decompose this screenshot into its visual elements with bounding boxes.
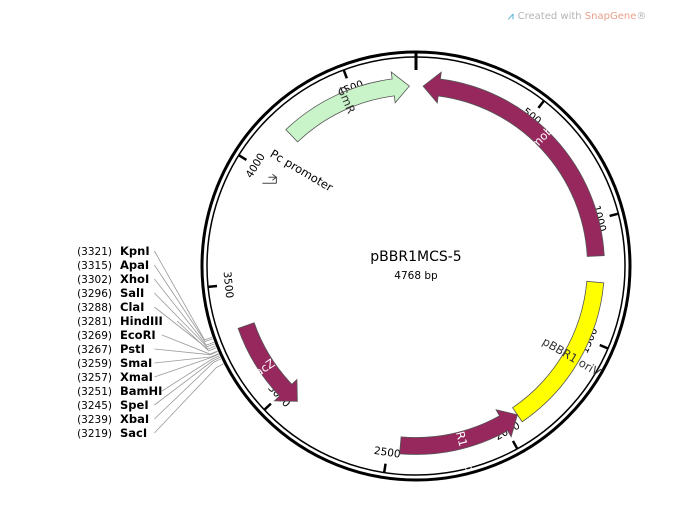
- promoter-label: Pc promoter: [268, 147, 336, 195]
- tick-mark: [263, 402, 272, 411]
- branding-product: SnapGene: [584, 11, 637, 22]
- site-position-label: (3302): [77, 274, 112, 286]
- site-position-label: (3267): [77, 344, 112, 356]
- site-enzyme-label: XhoI: [120, 272, 149, 286]
- site-leader-line: [154, 356, 221, 406]
- tick-mark: [342, 69, 348, 79]
- site-position-label: (3296): [77, 288, 112, 300]
- site-leader-line: [154, 358, 222, 420]
- site-leader-line: [176, 320, 217, 352]
- site-position-label: (3315): [77, 260, 112, 272]
- tick-mark: [238, 154, 248, 162]
- site-leader-line: [154, 348, 218, 356]
- backbone-outer-ring: [200, 50, 632, 482]
- site-position-label: (3219): [77, 428, 112, 440]
- site-leader-line: [154, 264, 213, 343]
- tick-mark: [207, 284, 218, 289]
- snapgene-logo-icon: ⩘: [508, 11, 514, 22]
- site-position-label: (3259): [77, 358, 112, 370]
- feature-pbbr1-rep-arrow: [399, 409, 518, 455]
- tick-mark: [537, 99, 545, 109]
- site-position-label: (3251): [77, 386, 112, 398]
- plasmid-name: pBBR1MCS-5: [370, 249, 461, 265]
- site-leader-line: [161, 355, 220, 392]
- site-position-label: (3239): [77, 414, 112, 426]
- site-leader-line: [154, 250, 213, 341]
- site-enzyme-label: KpnI: [120, 244, 150, 258]
- site-position-label: (3245): [77, 400, 112, 412]
- site-leader-line: [154, 363, 224, 434]
- site-enzyme-label: BamHI: [120, 384, 162, 398]
- backbone-inner-ring: [206, 56, 626, 476]
- tick-label: 3500: [221, 271, 236, 299]
- site-enzyme-label: HindIII: [120, 314, 163, 328]
- site-leader-line: [154, 278, 215, 346]
- tick-mark: [382, 463, 387, 473]
- site-leader-line: [154, 353, 219, 378]
- feature-gmr-arrow: [285, 71, 410, 143]
- promoter-icon: [262, 173, 278, 184]
- site-position-label: (3288): [77, 302, 112, 314]
- site-leader-line: [154, 353, 219, 364]
- promoter-arrow-icon: [262, 173, 278, 184]
- plasmid-length: 4768 bp: [394, 270, 438, 282]
- tick-mark: [609, 212, 619, 218]
- site-enzyme-label: SmaI: [120, 356, 152, 370]
- site-enzyme-label: EcoRI: [120, 328, 156, 342]
- site-enzyme-label: SpeI: [120, 398, 149, 412]
- site-enzyme-label: ApaI: [120, 258, 149, 272]
- snapgene-badge: ⩘ Created with SnapGene®: [508, 11, 646, 22]
- branding-prefix: Created with: [517, 11, 585, 22]
- site-position-label: (3281): [77, 316, 112, 328]
- site-enzyme-label: XmaI: [120, 370, 153, 384]
- site-position-label: (3321): [77, 246, 112, 258]
- site-enzyme-label: SacI: [120, 426, 147, 440]
- site-position-label: (3257): [77, 372, 112, 384]
- tick-mark: [599, 343, 609, 350]
- tick-mark: [511, 440, 519, 450]
- site-enzyme-label: PstI: [120, 342, 145, 356]
- site-leader-line: [154, 306, 216, 350]
- site-enzyme-label: XbaI: [120, 412, 149, 426]
- site-enzyme-label: ClaI: [120, 300, 144, 314]
- feature-lacz-alpha-arrow: [237, 322, 298, 402]
- site-position-label: (3269): [77, 330, 112, 342]
- site-leader-line: [154, 292, 215, 348]
- feature-mob-arrow: [422, 71, 605, 257]
- site-leader-line: [161, 334, 218, 355]
- tick-label: 2500: [373, 445, 401, 461]
- tick-label: 4000: [244, 151, 268, 180]
- branding-mark: ®: [636, 11, 647, 22]
- site-enzyme-label: SalI: [120, 286, 144, 300]
